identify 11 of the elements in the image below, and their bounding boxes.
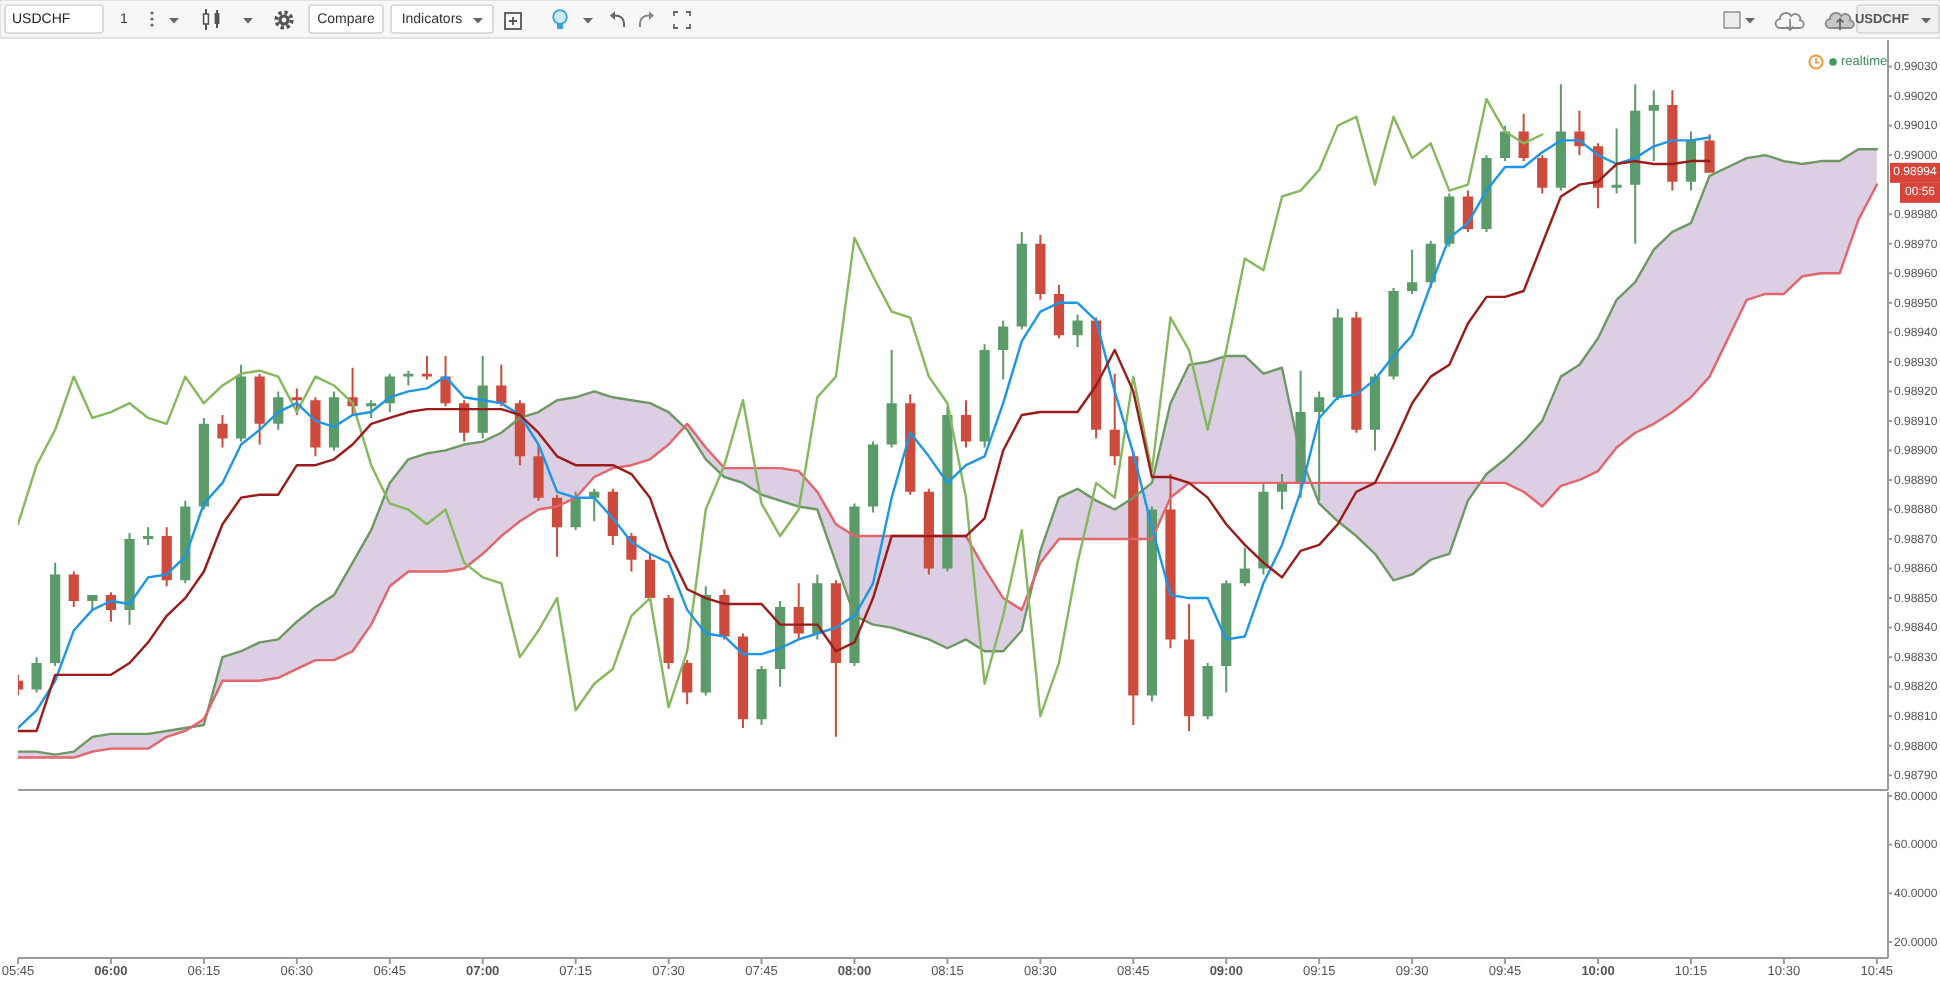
candlestick [31, 657, 42, 693]
candlestick [143, 527, 154, 545]
candlestick [663, 595, 674, 669]
candlestick [1611, 128, 1622, 194]
line-series [18, 97, 1544, 718]
candlestick [217, 415, 228, 448]
candlestick [979, 344, 990, 448]
candlestick [1648, 90, 1659, 162]
candlestick [421, 355, 433, 380]
candlestick [756, 665, 767, 726]
candlestick [533, 444, 544, 501]
